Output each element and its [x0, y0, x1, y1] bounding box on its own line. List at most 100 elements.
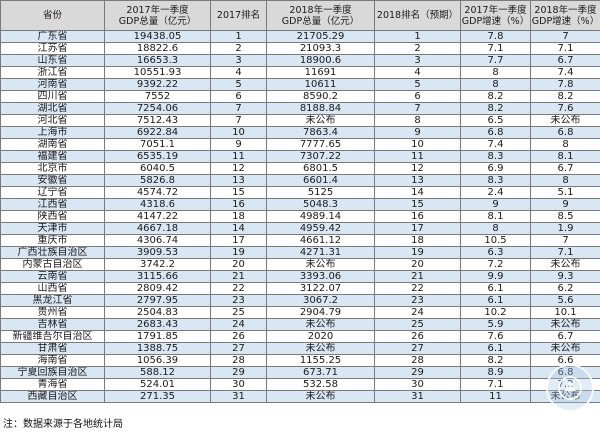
cell-rank-2017: 25	[210, 306, 267, 319]
header-rank-2017: 2017排名	[210, 0, 267, 31]
cell-gdp-2017: 6922.84	[104, 126, 211, 139]
cell-growth-2018: 6.7	[530, 162, 600, 175]
table-row: 重庆市 4306.74 17 4661.12 18 10.5 7	[0, 234, 600, 247]
table-row: 吉林省 2683.43 24 未公布 25 5.9 未公布	[0, 318, 600, 331]
cell-gdp-2017: 3742.2	[104, 258, 211, 271]
cell-growth-2017: 6.9	[460, 162, 531, 175]
cell-rank-2017: 29	[210, 366, 267, 379]
cell-province: 河南省	[0, 78, 105, 91]
cell-rank-2017: 11	[210, 150, 267, 163]
cell-gdp-2017: 4147.22	[104, 210, 211, 223]
table-header-row: 省份 2017年一季度 GDP总量（亿元） 2017排名 2018年一季度 GDP总…	[0, 0, 600, 31]
cell-growth-2018: 未公布	[530, 318, 600, 331]
cell-province: 辽宁省	[0, 186, 105, 199]
cell-rank-2018: 17	[374, 222, 461, 235]
cell-province: 福建省	[0, 150, 105, 163]
cell-growth-2018: 6.7	[530, 330, 600, 343]
cell-growth-2018: 未公布	[530, 258, 600, 271]
cell-gdp-2018: 4959.42	[266, 222, 375, 235]
cell-province: 黑龙江省	[0, 294, 105, 307]
cell-rank-2018: 19	[374, 246, 461, 259]
cell-gdp-2018: 532.58	[266, 378, 375, 391]
cell-growth-2017: 8.3	[460, 150, 531, 163]
cell-gdp-2018: 5125	[266, 186, 375, 199]
cell-rank-2018: 4	[374, 66, 461, 79]
cell-gdp-2018: 21705.29	[266, 30, 375, 43]
cell-growth-2018: 8.1	[530, 150, 600, 163]
cell-rank-2018: 20	[374, 258, 461, 271]
cell-rank-2017: 4	[210, 66, 267, 79]
cell-rank-2018: 28	[374, 354, 461, 367]
cell-rank-2018: 29	[374, 366, 461, 379]
cell-gdp-2017: 7552	[104, 90, 211, 103]
cell-province: 四川省	[0, 90, 105, 103]
cell-province: 新疆维吾尔自治区	[0, 330, 105, 343]
cell-growth-2017: 8	[460, 66, 531, 79]
cell-gdp-2018: 10611	[266, 78, 375, 91]
table-row: 河北省 7512.43 7 未公布 8 6.5 未公布	[0, 114, 600, 127]
cell-growth-2018: 10.1	[530, 306, 600, 319]
cell-rank-2018: 5	[374, 78, 461, 91]
cell-gdp-2018: 未公布	[266, 114, 375, 127]
cell-gdp-2017: 1791.85	[104, 330, 211, 343]
table-row: 黑龙江省 2797.95 23 3067.2 23 6.1 5.6	[0, 294, 600, 307]
cell-rank-2018: 1	[374, 30, 461, 43]
cell-gdp-2018: 5048.3	[266, 198, 375, 211]
cell-gdp-2017: 2683.43	[104, 318, 211, 331]
cell-rank-2017: 2	[210, 42, 267, 55]
table-row: 河南省 9392.22 5 10611 5 8 7.8	[0, 78, 600, 91]
cell-growth-2017: 8.2	[460, 102, 531, 115]
cell-growth-2017: 5.9	[460, 318, 531, 331]
cell-province: 吉林省	[0, 318, 105, 331]
cell-growth-2018: 7.8	[530, 78, 600, 91]
seal-icon-graphic	[558, 376, 582, 400]
table-row: 湖北省 7254.06 7 8188.84 7 8.2 7.6	[0, 102, 600, 115]
cell-growth-2018: 7.4	[530, 66, 600, 79]
cell-growth-2017: 6.5	[460, 114, 531, 127]
table-body: 广东省 19438.05 1 21705.29 1 7.8 7 江苏省 18822.6 2 2109…	[0, 30, 600, 403]
footnote: 注：数据来源于各地统计局	[3, 419, 123, 430]
cell-growth-2017: 6.3	[460, 246, 531, 259]
cell-growth-2018: 1.9	[530, 222, 600, 235]
cell-rank-2017: 19	[210, 246, 267, 259]
cell-gdp-2017: 16653.3	[104, 54, 211, 67]
cell-rank-2018: 3	[374, 54, 461, 67]
cell-gdp-2017: 271.35	[104, 390, 211, 403]
cell-province: 山东省	[0, 54, 105, 67]
cell-rank-2017: 30	[210, 378, 267, 391]
cell-growth-2017: 10.5	[460, 234, 531, 247]
header-province: 省份	[0, 0, 105, 31]
cell-province: 宁夏回族自治区	[0, 366, 105, 379]
cell-gdp-2017: 1388.75	[104, 342, 211, 355]
cell-growth-2017: 8.2	[460, 354, 531, 367]
cell-rank-2017: 16	[210, 198, 267, 211]
cell-rank-2017: 20	[210, 258, 267, 271]
table-row: 甘肃省 1388.75 27 未公布 27 6.1 未公布	[0, 342, 600, 355]
cell-rank-2018: 7	[374, 102, 461, 115]
cell-gdp-2018: 8590.2	[266, 90, 375, 103]
cell-gdp-2018: 7777.65	[266, 138, 375, 151]
cell-province: 北京市	[0, 162, 105, 175]
cell-rank-2017: 27	[210, 342, 267, 355]
cell-province: 河北省	[0, 114, 105, 127]
cell-gdp-2018: 21093.3	[266, 42, 375, 55]
cell-gdp-2018: 3067.2	[266, 294, 375, 307]
cell-rank-2017: 6	[210, 90, 267, 103]
table-row: 江苏省 18822.6 2 21093.3 2 7.1 7.1	[0, 42, 600, 55]
cell-growth-2017: 6.1	[460, 282, 531, 295]
cell-province: 广西壮族自治区	[0, 246, 105, 259]
cell-province: 湖南省	[0, 138, 105, 151]
cell-gdp-2017: 2809.42	[104, 282, 211, 295]
cell-growth-2017: 10.2	[460, 306, 531, 319]
cell-rank-2018: 14	[374, 186, 461, 199]
cell-rank-2017: 7	[210, 102, 267, 115]
cell-growth-2018: 8.5	[530, 210, 600, 223]
cell-growth-2017: 7.8	[460, 30, 531, 43]
cell-growth-2017: 8.1	[460, 210, 531, 223]
cell-rank-2017: 10	[210, 126, 267, 139]
cell-province: 浙江省	[0, 66, 105, 79]
cell-rank-2017: 23	[210, 294, 267, 307]
cell-rank-2017: 7	[210, 114, 267, 127]
cell-gdp-2018: 未公布	[266, 342, 375, 355]
